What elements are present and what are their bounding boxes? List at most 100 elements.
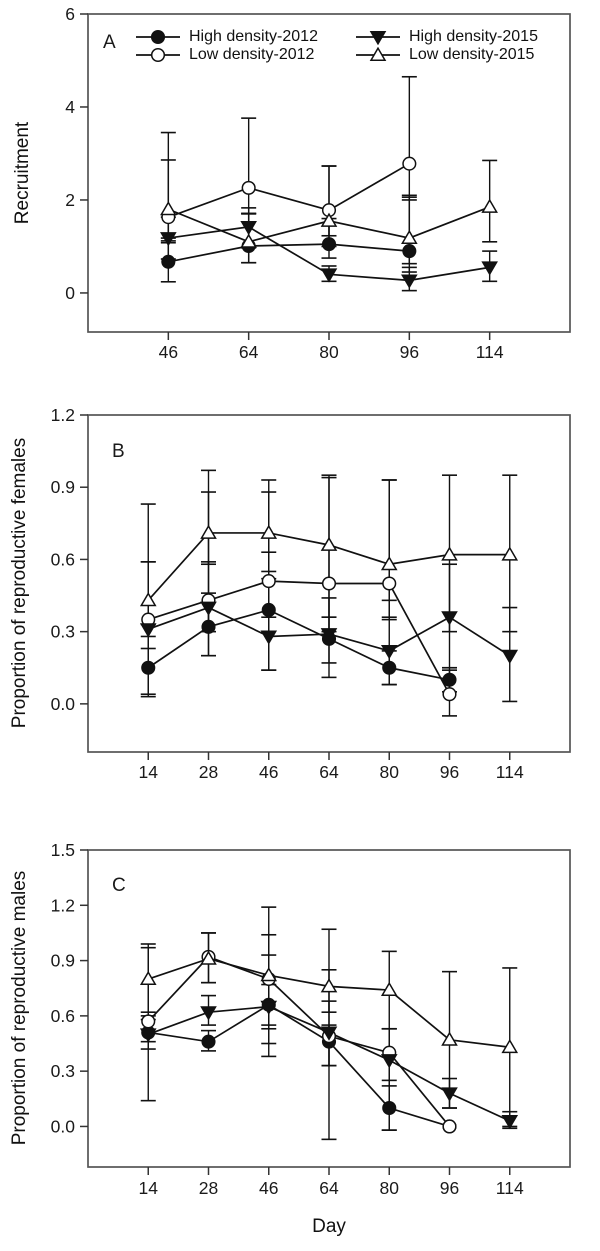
errorbars-low-density-2012 [140, 476, 457, 717]
data-point-low-density-2015-day-64 [320, 978, 338, 993]
data-point-high-density-2015-day-14 [139, 1028, 157, 1043]
data-point-high-density-2015-day-64 [320, 1026, 338, 1041]
data-point-low-density-2015-day-28 [200, 524, 217, 539]
data-point-low-density-2015-day-46 [260, 967, 278, 982]
y-tick-label: 2 [65, 190, 75, 210]
data-point-low-density-2012-day-80 [382, 576, 397, 591]
data-point-low-density-2012-day-46 [261, 574, 276, 589]
data-point-low-density-2015-day-96 [441, 546, 458, 561]
data-point-high-density-2012-day-46 [261, 602, 276, 618]
data-point-high-density-2015-day-80 [380, 644, 398, 660]
data-point-high-density-2012-day-14 [141, 660, 156, 675]
data-point-low-density-2015-day-28 [200, 950, 217, 965]
series-points-high-density-2012 [161, 237, 417, 269]
data-point-low-density-2015-day-14 [139, 592, 157, 607]
data-point-high-density-2015-day-80 [320, 268, 338, 283]
x-tick-label: 80 [380, 1178, 400, 1198]
x-tick-label: 64 [319, 762, 339, 782]
series-points-high-density-2012 [141, 602, 457, 687]
data-point-low-density-2012-day-14 [141, 1014, 156, 1029]
x-tick-label: 96 [400, 342, 419, 362]
x-tick-label: 14 [139, 762, 159, 782]
series-points-low-density-2012 [141, 574, 457, 702]
series-line-high-density-2012 [148, 1003, 450, 1128]
data-point-low-density-2015-day-80 [380, 555, 398, 571]
data-point-high-density-2015-day-46 [260, 1000, 278, 1015]
data-point-high-density-2015-day-64 [240, 220, 257, 236]
data-point-low-density-2015-day-14 [139, 970, 157, 985]
series-line-low-density-2012 [147, 955, 451, 1127]
data-point-low-density-2015-day-80 [320, 212, 338, 227]
legend-marker-open-triangle-up [356, 47, 400, 61]
x-tick-label: 114 [476, 342, 504, 362]
data-point-high-density-2015-day-28 [200, 601, 217, 616]
legend-marker-glyph [369, 47, 387, 61]
y-tick-label: 6 [65, 4, 75, 24]
series-points-high-density-2015 [160, 220, 498, 289]
x-tick-label: 96 [440, 762, 459, 782]
data-point-high-density-2015-day-114 [501, 649, 519, 665]
data-point-high-density-2015-day-96 [441, 1087, 458, 1102]
x-tick-label: 14 [139, 1178, 159, 1198]
x-tick-label: 114 [496, 762, 524, 782]
y-tick-label: 0.6 [51, 1006, 75, 1026]
legend: High density-2012 High density-2015 Low de… [0, 0, 600, 80]
data-point-high-density-2015-day-80 [380, 1054, 398, 1069]
data-point-low-density-2015-day-64 [240, 233, 257, 248]
data-point-high-density-2012-day-46 [161, 254, 176, 269]
x-axis-title-day: Day [312, 1216, 346, 1237]
legend-item-high-density-2015: High density-2015 [356, 29, 538, 45]
legend-label: Low density-2012 [189, 46, 315, 63]
legend-item-low-density-2012: Low density-2012 [136, 47, 314, 63]
data-point-low-density-2015-day-114 [481, 198, 498, 213]
x-tick-label: 80 [319, 342, 339, 362]
series-points-low-density-2015 [139, 524, 519, 607]
data-point-low-density-2012-day-96 [402, 156, 417, 171]
legend-marker-glyph [150, 29, 166, 45]
data-point-high-density-2012-day-28 [201, 1034, 216, 1049]
x-tick-label: 64 [319, 1178, 339, 1198]
legend-item-low-density-2015: Low density-2015 [356, 47, 534, 63]
data-point-high-density-2012-day-80 [382, 1100, 397, 1116]
y-tick-label: 0.9 [51, 477, 75, 497]
data-point-low-density-2012-day-64 [241, 180, 256, 195]
legend-label: High density-2015 [409, 28, 538, 45]
data-point-high-density-2015-day-46 [260, 630, 278, 645]
x-tick-label: 46 [259, 1178, 278, 1198]
y-tick-label: 1.2 [51, 895, 75, 915]
legend-label: Low density-2015 [409, 46, 535, 63]
series-points-low-density-2015 [160, 198, 498, 248]
data-point-low-density-2015-day-114 [501, 1038, 519, 1054]
series-points-low-density-2012 [161, 156, 417, 225]
x-tick-label: 28 [199, 762, 218, 782]
series-points-high-density-2015 [139, 601, 519, 665]
y-tick-label: 0.3 [51, 622, 75, 642]
series-line-low-density-2012 [168, 162, 410, 218]
series-line-high-density-2012 [168, 243, 410, 263]
y-tick-label: 0.3 [51, 1061, 75, 1081]
data-point-high-density-2015-day-14 [139, 623, 157, 638]
data-point-low-density-2015-day-96 [441, 1031, 458, 1046]
panel-letter-c: C [112, 875, 126, 896]
data-point-low-density-2012-day-64 [321, 576, 337, 591]
data-point-high-density-2015-day-96 [401, 274, 418, 289]
y-tick-label: 1.5 [51, 840, 75, 860]
data-point-high-density-2015-day-114 [501, 1114, 519, 1130]
data-point-high-density-2012-day-28 [201, 619, 216, 634]
data-point-high-density-2012-day-96 [442, 672, 457, 687]
legend-marker-glyph [369, 31, 387, 45]
x-tick-label: 46 [259, 762, 278, 782]
y-axis-title-panel-b: Proportion of reproductive females [9, 437, 30, 729]
legend-marker-filled-triangle-down [356, 31, 400, 45]
y-tick-label: 0.6 [51, 549, 75, 569]
data-point-low-density-2015-day-80 [380, 981, 398, 997]
series-line-low-density-2012 [147, 580, 451, 695]
y-tick-label: 0 [65, 283, 75, 303]
data-point-high-density-2015-day-46 [160, 232, 177, 247]
data-point-high-density-2015-day-64 [320, 628, 338, 643]
data-point-low-density-2012-day-96 [442, 1119, 457, 1134]
legend-label: High density-2012 [189, 28, 318, 45]
